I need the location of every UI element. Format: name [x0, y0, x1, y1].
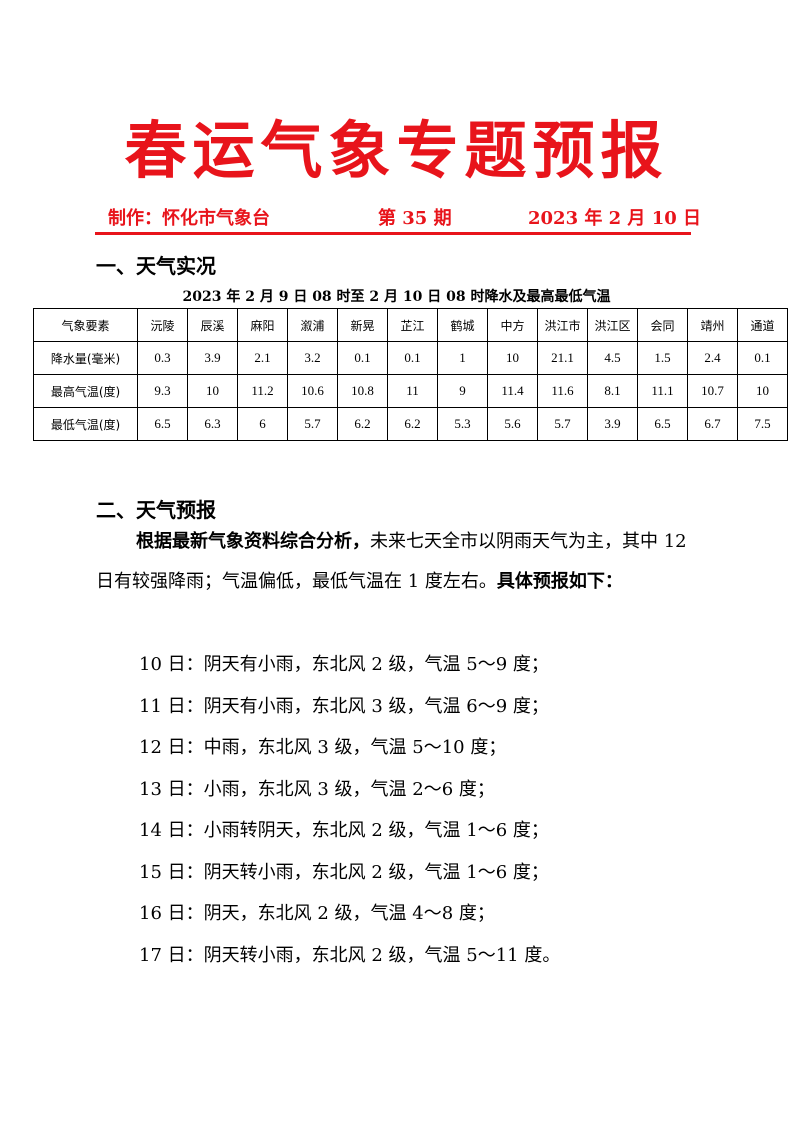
- table-cell: 10.6: [287, 374, 338, 408]
- table-cell: 0.1: [737, 341, 788, 375]
- column-header: 通道: [737, 308, 788, 342]
- table-row: 最低气温(度) 6.5 6.3 6 5.7 6.2 6.2 5.3 5.6 5.7 3.9 6.5 6.…: [33, 407, 788, 441]
- table-cell: 10.8: [337, 374, 388, 408]
- column-header: 中方: [487, 308, 538, 342]
- row-label: 最高气温(度): [33, 374, 138, 408]
- table-cell: 0.1: [387, 341, 438, 375]
- table-cell: 6.5: [637, 407, 688, 441]
- table-cell: 21.1: [537, 341, 588, 375]
- table-cell: 10: [737, 374, 788, 408]
- table-cell: 3.2: [287, 341, 338, 375]
- section-observation-heading: 一、天气实况: [96, 254, 216, 278]
- forecast-day: 13 日：小雨，东北风 3 级，气温 2～6 度；: [139, 778, 495, 800]
- table-cell: 11: [387, 374, 438, 408]
- forecast-day: 15 日：阴天转小雨，东北风 2 级，气温 1～6 度；: [139, 861, 549, 883]
- table-cell: 9: [437, 374, 488, 408]
- forecast-day: 16 日：阴天，东北风 2 级，气温 4～8 度；: [139, 903, 495, 924]
- forecast-day: 12 日：中雨，东北风 3 级，气温 5～10 度；: [139, 737, 507, 758]
- table-cell: 10.7: [687, 374, 738, 408]
- table-cell: 5.6: [487, 407, 538, 441]
- column-header: 麻阳: [237, 308, 288, 342]
- column-header: 气象要素: [33, 308, 138, 342]
- header-divider: [95, 232, 691, 235]
- table-cell: 3.9: [187, 341, 238, 375]
- summary-tail: 具体预报如下：: [496, 571, 623, 592]
- table-cell: 4.5: [587, 341, 638, 375]
- row-label: 最低气温(度): [33, 407, 138, 441]
- column-header: 会同: [637, 308, 688, 342]
- summary-lead: 根据最新气象资料综合分析，: [136, 531, 370, 552]
- table-header-row: 气象要素 沅陵 辰溪 麻阳 溆浦 新晃 芷江 鹤城 中方 洪江市 洪江区 会同 靖州 通道: [33, 308, 788, 342]
- table-row: 降水量(毫米) 0.3 3.9 2.1 3.2 0.1 0.1 1 10 21.1 4.5 1.5 2.…: [33, 341, 788, 375]
- table-cell: 6.7: [687, 407, 738, 441]
- maker: 制作：怀化市气象台: [108, 208, 270, 229]
- observation-table: 气象要素 沅陵 辰溪 麻阳 溆浦 新晃 芷江 鹤城 中方 洪江市 洪江区 会同 靖州 通道 降水量(毫米) 0…: [33, 308, 788, 441]
- section-forecast-heading: 二、天气预报: [96, 498, 216, 522]
- forecast-day: 10 日：阴天有小雨，东北风 2 级，气温 5～9 度；: [139, 654, 549, 675]
- column-header: 鹤城: [437, 308, 488, 342]
- column-header: 沅陵: [137, 308, 188, 342]
- table-cell: 0.3: [137, 341, 188, 375]
- column-header: 洪江市: [537, 308, 588, 342]
- forecast-summary: 根据最新气象资料综合分析，未来七天全市以阴雨天气为主，其中 12 日有较强降雨；…: [96, 522, 696, 602]
- table-cell: 1.5: [637, 341, 688, 375]
- table-cell: 6.3: [187, 407, 238, 441]
- column-header: 溆浦: [287, 308, 338, 342]
- table-cell: 0.1: [337, 341, 388, 375]
- table-cell: 2.1: [237, 341, 288, 375]
- table-cell: 6.2: [337, 407, 388, 441]
- table-cell: 11.1: [637, 374, 688, 408]
- table-cell: 6.2: [387, 407, 438, 441]
- forecast-day: 17 日：阴天转小雨，东北风 2 级，气温 5～11 度。: [139, 944, 561, 966]
- table-cell: 11.6: [537, 374, 588, 408]
- table-caption: 2023 年 2 月 9 日 08 时至 2 月 10 日 08 时降水及最高最…: [182, 289, 611, 305]
- table-cell: 9.3: [137, 374, 188, 408]
- table-cell: 10: [487, 341, 538, 375]
- column-header: 靖州: [687, 308, 738, 342]
- column-header: 辰溪: [187, 308, 238, 342]
- table-cell: 6: [237, 407, 288, 441]
- table-cell: 6.5: [137, 407, 188, 441]
- table-row: 最高气温(度) 9.3 10 11.2 10.6 10.8 11 9 11.4 11.6 8.1 11…: [33, 374, 788, 408]
- table-cell: 8.1: [587, 374, 638, 408]
- table-cell: 1: [437, 341, 488, 375]
- issue-date: 2023 年 2 月 10 日: [528, 208, 702, 229]
- table-cell: 5.3: [437, 407, 488, 441]
- table-cell: 2.4: [687, 341, 738, 375]
- table-cell: 5.7: [537, 407, 588, 441]
- issue-number: 第 35 期: [378, 208, 452, 229]
- row-label: 降水量(毫米): [33, 341, 138, 375]
- table-cell: 3.9: [587, 407, 638, 441]
- column-header: 洪江区: [587, 308, 638, 342]
- table-cell: 7.5: [737, 407, 788, 441]
- document-title: 春运气象专题预报: [124, 114, 669, 187]
- forecast-day: 14 日：小雨转阴天，东北风 2 级，气温 1～6 度；: [139, 820, 549, 841]
- table-cell: 11.2: [237, 374, 288, 408]
- forecast-day: 11 日：阴天有小雨，东北风 3 级，气温 6～9 度；: [139, 695, 549, 717]
- summary-text: 未来七天全市以阴雨天气为主，其中 12 日有较强降雨；气温偏低，最低气温在 1 …: [96, 531, 687, 592]
- table-cell: 5.7: [287, 407, 338, 441]
- column-header: 芷江: [387, 308, 438, 342]
- table-cell: 10: [187, 374, 238, 408]
- table-cell: 11.4: [487, 374, 538, 408]
- column-header: 新晃: [337, 308, 388, 342]
